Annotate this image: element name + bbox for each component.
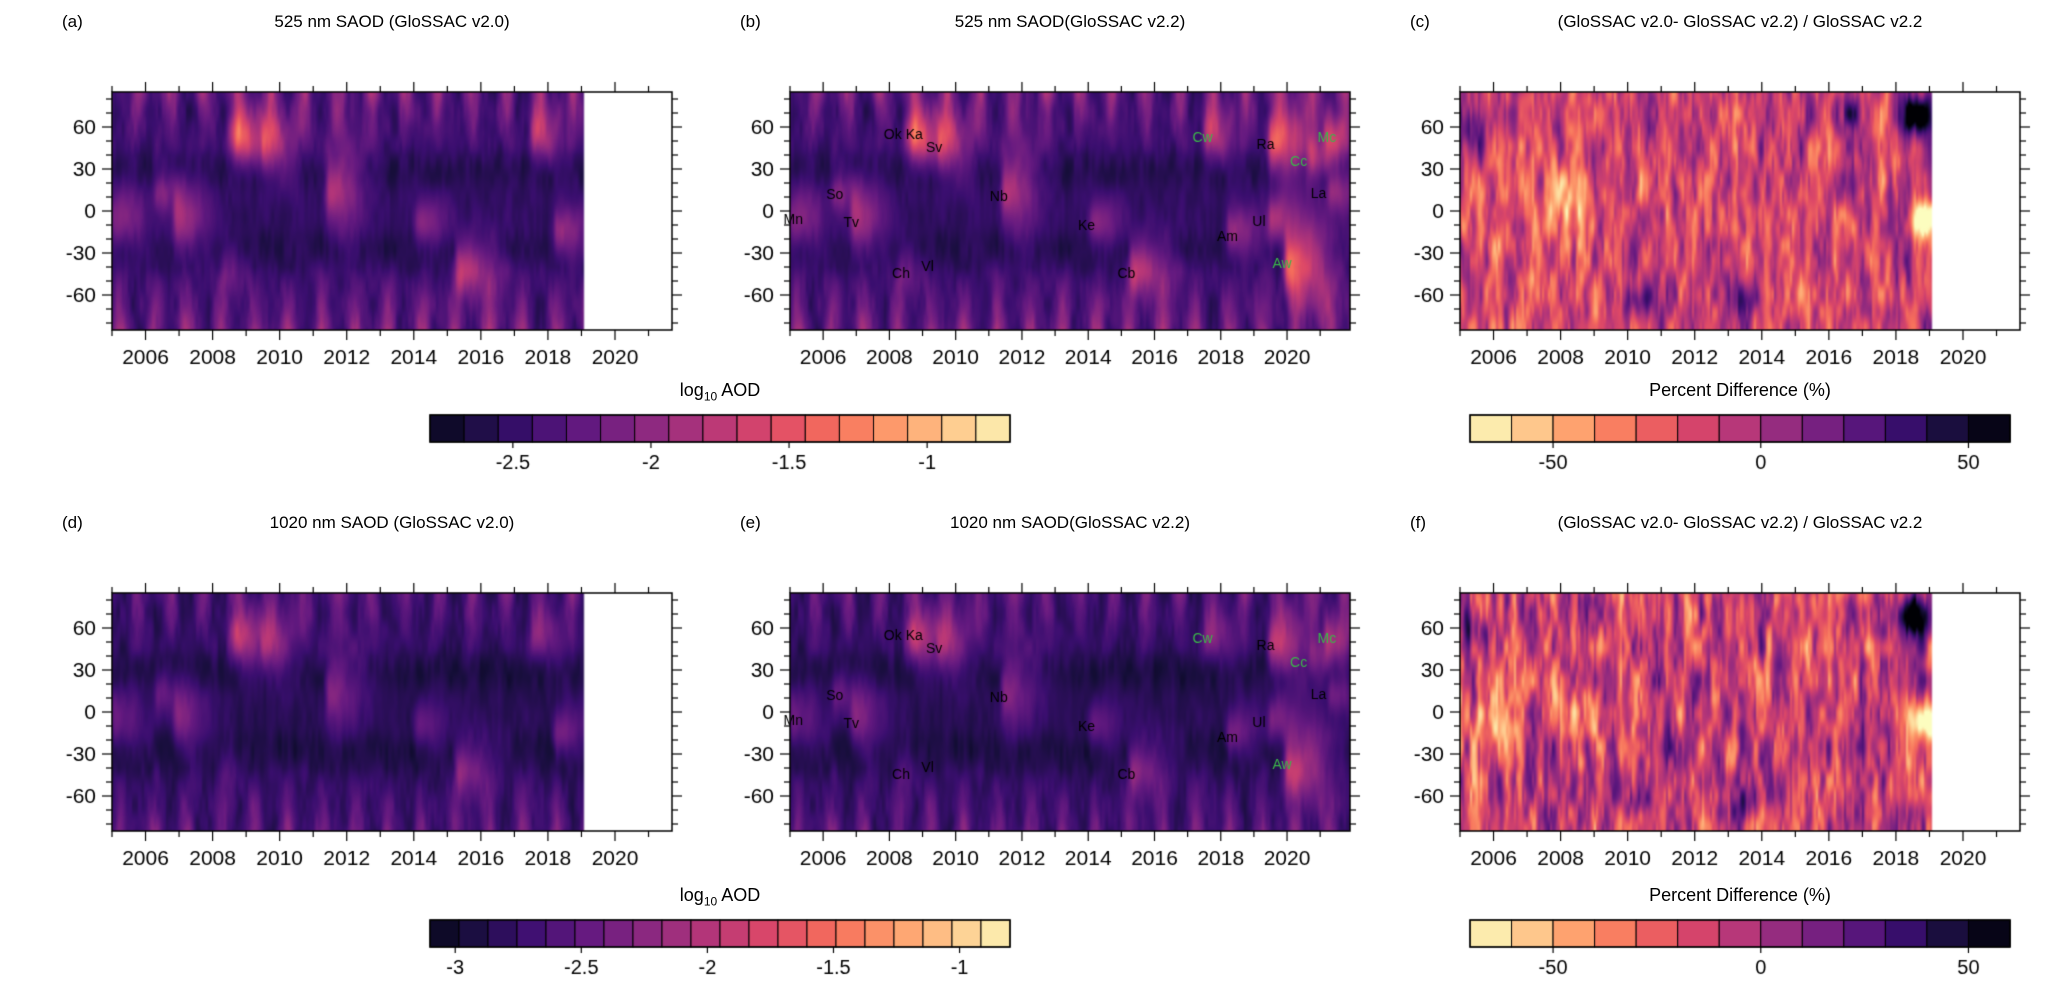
panel-title-c: (GloSSAC v2.0- GloSSAC v2.2) / GloSSAC v… xyxy=(1557,12,1923,31)
panel-title-f: (GloSSAC v2.0- GloSSAC v2.2) / GloSSAC v… xyxy=(1557,513,1923,532)
panel-title-d: 1020 nm SAOD (GloSSAC v2.0) xyxy=(269,513,515,532)
log-subscript: 10 xyxy=(703,389,718,404)
heatmap-canvas-a xyxy=(32,76,752,382)
panel-letter-d: (d) xyxy=(62,513,83,532)
heatmap-canvas-d xyxy=(32,577,752,883)
log-suffix: AOD xyxy=(717,380,761,400)
colorbar-title-pct-row1: Percent Difference (%) xyxy=(1649,380,1831,400)
heatmap-canvas-f xyxy=(1380,577,2067,883)
colorbar-canvas-pct-row1 xyxy=(1425,407,2055,477)
colorbar-canvas-pct-row2 xyxy=(1425,912,2055,982)
log-subscript: 10 xyxy=(703,894,718,909)
log-suffix: AOD xyxy=(717,885,761,905)
panel-letter-b: (b) xyxy=(740,12,761,31)
panel-title-e: 1020 nm SAOD(GloSSAC v2.2) xyxy=(950,513,1190,532)
panel-title-b: 525 nm SAOD(GloSSAC v2.2) xyxy=(954,12,1186,31)
panel-letter-f: (f) xyxy=(1410,513,1427,532)
log-prefix: log xyxy=(679,885,704,905)
panel-letter-c: (c) xyxy=(1410,12,1430,31)
panel-title-a: 525 nm SAOD (GloSSAC v2.0) xyxy=(274,12,510,31)
heatmap-canvas-b xyxy=(710,76,1430,382)
panel-letter-a: (a) xyxy=(62,12,83,31)
colorbar-title-aod-1020: log10 AOD xyxy=(680,885,760,909)
colorbar-title-aod-525: log10 AOD xyxy=(680,380,760,404)
log-prefix: log xyxy=(679,380,704,400)
colorbar-canvas-aod-525 xyxy=(385,407,1055,477)
heatmap-canvas-c xyxy=(1380,76,2067,382)
colorbar-title-pct-row2: Percent Difference (%) xyxy=(1649,885,1831,905)
heatmap-canvas-e xyxy=(710,577,1430,883)
colorbar-canvas-aod-1020 xyxy=(385,912,1055,982)
panel-letter-e: (e) xyxy=(740,513,761,532)
